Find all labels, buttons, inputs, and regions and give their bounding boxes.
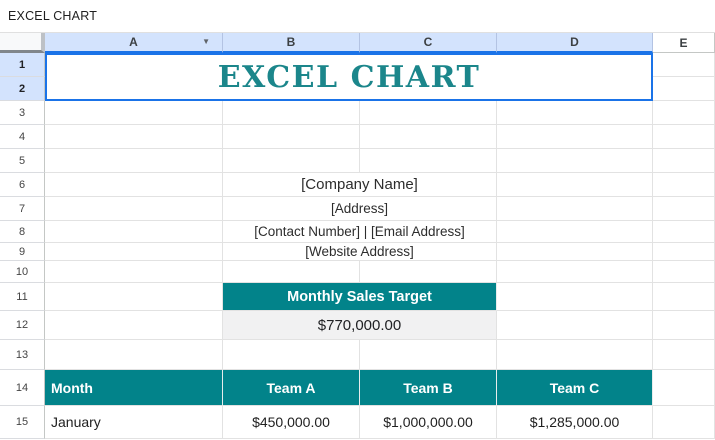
company-contact-text: [Contact Number] | [Email Address] — [254, 224, 465, 239]
column-header-d-label: D — [570, 35, 579, 49]
cell[interactable] — [223, 261, 360, 283]
cell[interactable] — [45, 149, 223, 173]
row-header-1[interactable]: 1 — [0, 53, 45, 77]
column-header-d[interactable]: D — [497, 33, 653, 53]
cell[interactable] — [45, 101, 223, 125]
cell[interactable] — [223, 125, 360, 149]
cell[interactable] — [45, 311, 223, 340]
cell[interactable] — [223, 149, 360, 173]
table-header-month[interactable]: Month — [45, 370, 223, 406]
row-header-2[interactable]: 2 — [0, 77, 45, 101]
cell[interactable] — [45, 197, 223, 221]
company-contact-cell[interactable]: [Contact Number] | [Email Address] — [223, 221, 497, 243]
table-header-team-b[interactable]: Team B — [360, 370, 497, 406]
cell[interactable] — [223, 340, 360, 370]
cell[interactable] — [45, 173, 223, 197]
cell[interactable] — [497, 311, 653, 340]
row-header-3[interactable]: 3 — [0, 101, 45, 125]
cell[interactable] — [45, 243, 223, 261]
select-all-corner[interactable] — [0, 33, 45, 53]
column-header-e[interactable]: E — [653, 33, 715, 53]
row-header-6[interactable]: 6 — [0, 173, 45, 197]
row-header-7[interactable]: 7 — [0, 197, 45, 221]
sheet-heading-text: EXCEL CHART — [217, 59, 481, 95]
table-cell-team-a[interactable]: $450,000.00 — [223, 406, 360, 439]
cell[interactable] — [45, 261, 223, 283]
sales-target-value: $770,000.00 — [317, 316, 402, 334]
cell[interactable] — [653, 283, 715, 311]
cell[interactable] — [653, 370, 715, 406]
cell[interactable] — [497, 243, 653, 261]
row-header-15[interactable]: 15 — [0, 406, 45, 439]
cell[interactable] — [653, 221, 715, 243]
column-header-a-label: A — [129, 35, 138, 49]
row-header-8[interactable]: 8 — [0, 221, 45, 243]
cell[interactable] — [360, 125, 497, 149]
sheet-heading-cell[interactable]: EXCEL CHART — [45, 53, 653, 101]
table-header-team-a[interactable]: Team A — [223, 370, 360, 406]
row-header-14[interactable]: 14 — [0, 370, 45, 406]
sales-target-label: Monthly Sales Target — [287, 288, 432, 305]
cell[interactable] — [497, 221, 653, 243]
cell[interactable] — [497, 173, 653, 197]
row-header-12[interactable]: 12 — [0, 311, 45, 340]
cell[interactable] — [497, 283, 653, 311]
cell[interactable] — [497, 340, 653, 370]
cell[interactable] — [653, 125, 715, 149]
cell[interactable] — [360, 101, 497, 125]
company-address-cell[interactable]: [Address] — [223, 197, 497, 221]
cell[interactable] — [653, 340, 715, 370]
cell[interactable] — [653, 149, 715, 173]
cell[interactable] — [360, 149, 497, 173]
table-cell-team-c[interactable]: $1,285,000.00 — [497, 406, 653, 439]
column-header-a[interactable]: A ▼ — [45, 33, 223, 53]
cell[interactable] — [497, 101, 653, 125]
cell[interactable] — [653, 261, 715, 283]
cell[interactable] — [653, 311, 715, 340]
cell[interactable] — [45, 221, 223, 243]
sheet-title-bar: EXCEL CHART — [0, 0, 715, 32]
row-header-5[interactable]: 5 — [0, 149, 45, 173]
cell[interactable] — [360, 340, 497, 370]
table-cell-team-b[interactable]: $1,000,000.00 — [360, 406, 497, 439]
cell[interactable] — [653, 197, 715, 221]
sales-target-value-cell[interactable]: $770,000.00 — [223, 311, 497, 340]
company-address-text: [Address] — [330, 201, 389, 216]
company-name-cell[interactable]: [Company Name] — [223, 173, 497, 197]
column-header-c[interactable]: C — [360, 33, 497, 53]
cell[interactable] — [653, 53, 715, 77]
company-website-cell[interactable]: [Website Address] — [223, 243, 497, 261]
column-header-b[interactable]: B — [223, 33, 360, 53]
column-header-c-label: C — [423, 35, 433, 49]
cell[interactable] — [497, 149, 653, 173]
row-header-13[interactable]: 13 — [0, 340, 45, 370]
company-name-text: [Company Name] — [301, 176, 418, 193]
row-header-10[interactable]: 10 — [0, 261, 45, 283]
cell[interactable] — [653, 101, 715, 125]
column-header-b-label: B — [286, 35, 296, 49]
row-header-9[interactable]: 9 — [0, 243, 45, 261]
cell[interactable] — [653, 406, 715, 439]
cell[interactable] — [497, 261, 653, 283]
cell[interactable] — [653, 77, 715, 101]
table-cell-month[interactable]: January — [45, 406, 223, 439]
cell[interactable] — [45, 125, 223, 149]
spreadsheet-grid: A ▼ B C D E EXCEL CHART 1 2 3 4 5 — [0, 32, 715, 440]
cell[interactable] — [45, 283, 223, 311]
sheet-title-label: EXCEL CHART — [8, 9, 98, 23]
cell[interactable] — [360, 261, 497, 283]
cell[interactable] — [223, 101, 360, 125]
column-header-e-label: E — [679, 35, 688, 50]
sales-target-label-cell[interactable]: Monthly Sales Target — [223, 283, 497, 311]
cell[interactable] — [497, 125, 653, 149]
cell[interactable] — [653, 243, 715, 261]
cell[interactable] — [497, 197, 653, 221]
row-header-11[interactable]: 11 — [0, 283, 45, 311]
table-header-team-c[interactable]: Team C — [497, 370, 653, 406]
row-header-4[interactable]: 4 — [0, 125, 45, 149]
company-website-text: [Website Address] — [305, 244, 414, 259]
column-a-filter-dropdown-icon[interactable]: ▼ — [202, 37, 210, 46]
cell[interactable] — [653, 173, 715, 197]
cell[interactable] — [45, 340, 223, 370]
